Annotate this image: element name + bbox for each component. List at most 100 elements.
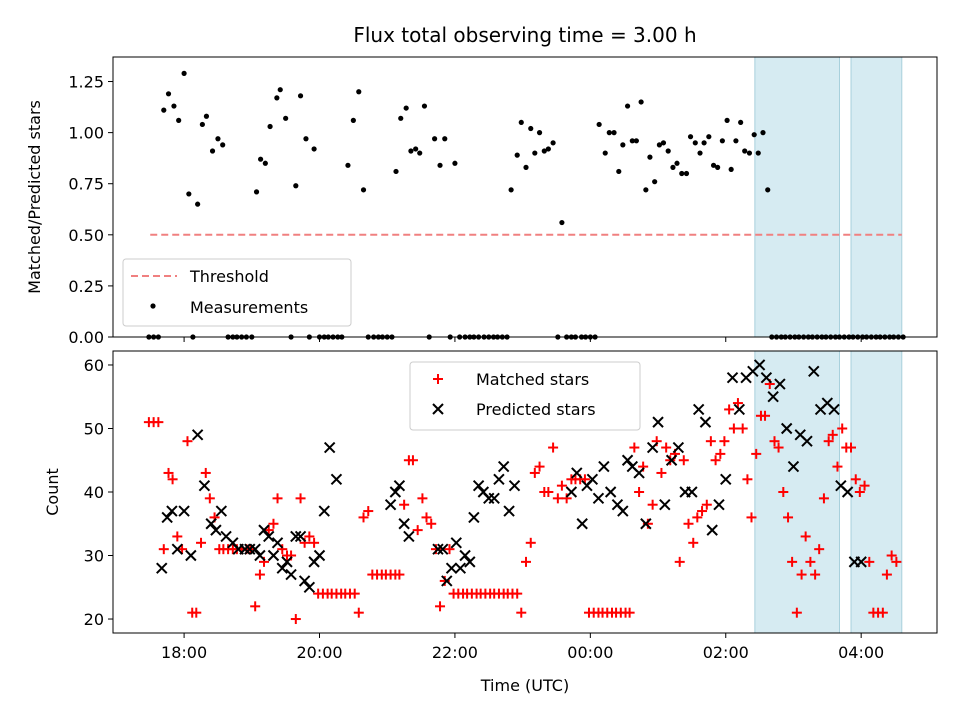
matched-star-point: [674, 556, 685, 567]
matched-star-point: [304, 531, 315, 542]
measurement-point: [523, 164, 529, 170]
measurement-point: [165, 91, 172, 97]
y-tick-label: 0.25: [68, 277, 104, 296]
predicted-star-point: [672, 441, 685, 454]
measurement-point: [176, 117, 182, 123]
matched-star-point: [417, 493, 428, 504]
predicted-star-point: [441, 575, 453, 587]
predicted-star-point: [258, 524, 270, 536]
measurement-point: [258, 156, 264, 162]
matched-star-point: [412, 525, 423, 536]
matched-star-point: [705, 436, 716, 447]
measurement-point: [724, 117, 730, 123]
bottom-y-axis-title: Count: [43, 468, 62, 516]
y-tick-label: 50: [84, 419, 104, 438]
y-tick-label: 20: [84, 610, 104, 629]
predicted-star-point: [733, 403, 746, 416]
predicted-star-point: [437, 543, 449, 555]
matched-star-point: [191, 607, 202, 618]
matched-star-point: [254, 569, 265, 580]
x-tick-label: 22:00: [432, 643, 478, 662]
matched-star-point: [543, 487, 554, 497]
measurement-point: [742, 148, 748, 154]
matched-star-point: [153, 417, 164, 428]
y-tick-label: 30: [84, 547, 104, 566]
predicted-star-point: [665, 454, 678, 466]
predicted-star-point: [720, 473, 732, 486]
measurement-point: [706, 134, 712, 140]
predicted-star-point: [267, 549, 280, 562]
matched-star-point: [746, 512, 757, 523]
legend-measurements-label: Measurements: [190, 298, 308, 317]
y-tick-label: 0.50: [68, 226, 104, 245]
matched-star-point: [158, 544, 169, 555]
matched-star-point: [864, 556, 875, 567]
x-tick-label: 18:00: [161, 643, 207, 662]
bottom-plot-frame: [112, 350, 938, 634]
matched-star-point: [634, 487, 645, 497]
matched-star-point: [277, 544, 288, 555]
predicted-star-point: [468, 511, 480, 524]
matched-star-point: [629, 442, 640, 453]
measurement-point: [262, 160, 268, 166]
measurement-point: [633, 138, 639, 144]
measurement-point: [760, 130, 766, 136]
matched-star-point: [728, 423, 739, 434]
matched-star-point: [778, 487, 789, 497]
measurement-point: [746, 150, 753, 156]
predicted-star-point: [640, 518, 652, 530]
bottom-x-axis-title: Time (UTC): [480, 676, 569, 695]
measurement-point: [195, 201, 201, 207]
measurement-point: [514, 152, 520, 158]
measurement-point: [596, 121, 602, 128]
measurement-point: [532, 150, 538, 156]
matched-star-point: [556, 480, 567, 491]
matched-star-point: [814, 544, 825, 555]
measurement-point: [215, 136, 221, 142]
predicted-star-point: [780, 422, 793, 435]
matched-star-point: [421, 512, 432, 523]
measurement-point: [611, 130, 617, 136]
bottom-legend: Matched stars Predicted stars: [409, 361, 641, 431]
matched-star-point: [200, 467, 211, 478]
measurement-point: [728, 166, 734, 173]
matched-star-point: [751, 448, 762, 459]
y-tick-label: 60: [84, 356, 104, 375]
measurement-point: [283, 115, 289, 121]
matched-star-point: [512, 588, 523, 599]
y-tick-label: 1.00: [68, 124, 104, 143]
predicted-star-point: [753, 359, 766, 371]
measurement-point: [665, 148, 671, 154]
predicted-star-point: [604, 486, 617, 498]
matched-star-point: [827, 429, 838, 440]
predicted-star-point: [210, 524, 222, 536]
measurement-point: [403, 105, 409, 111]
measurement-point: [715, 164, 721, 170]
predicted-star-point: [787, 460, 800, 473]
x-tick-label: 04:00: [838, 643, 884, 662]
matched-star-point: [796, 569, 807, 580]
predicted-star-point: [659, 498, 671, 511]
legend-threshold-label: Threshold: [189, 267, 269, 286]
predicted-star-point: [692, 403, 705, 416]
measurement-point: [432, 136, 438, 142]
matched-star-point: [182, 436, 193, 447]
matched-star-point: [769, 436, 780, 447]
predicted-star-point: [454, 562, 467, 574]
matched-star-point: [800, 531, 811, 542]
predicted-star-point: [166, 505, 178, 517]
measurement-point: [697, 150, 703, 156]
predicted-star-point: [571, 467, 583, 479]
matched-star-point: [810, 569, 821, 580]
measurement-point: [293, 183, 299, 189]
matched-star-point: [832, 461, 843, 472]
matched-star-point: [529, 467, 540, 478]
top-y-axis-title: Matched/Predicted stars: [25, 100, 44, 294]
measurement-point: [161, 107, 167, 113]
measurement-point: [660, 140, 667, 146]
legend-matched-swatch: [433, 374, 443, 384]
measurement-point: [541, 148, 547, 154]
measurement-point: [171, 103, 177, 109]
measurements-series: [146, 70, 906, 340]
